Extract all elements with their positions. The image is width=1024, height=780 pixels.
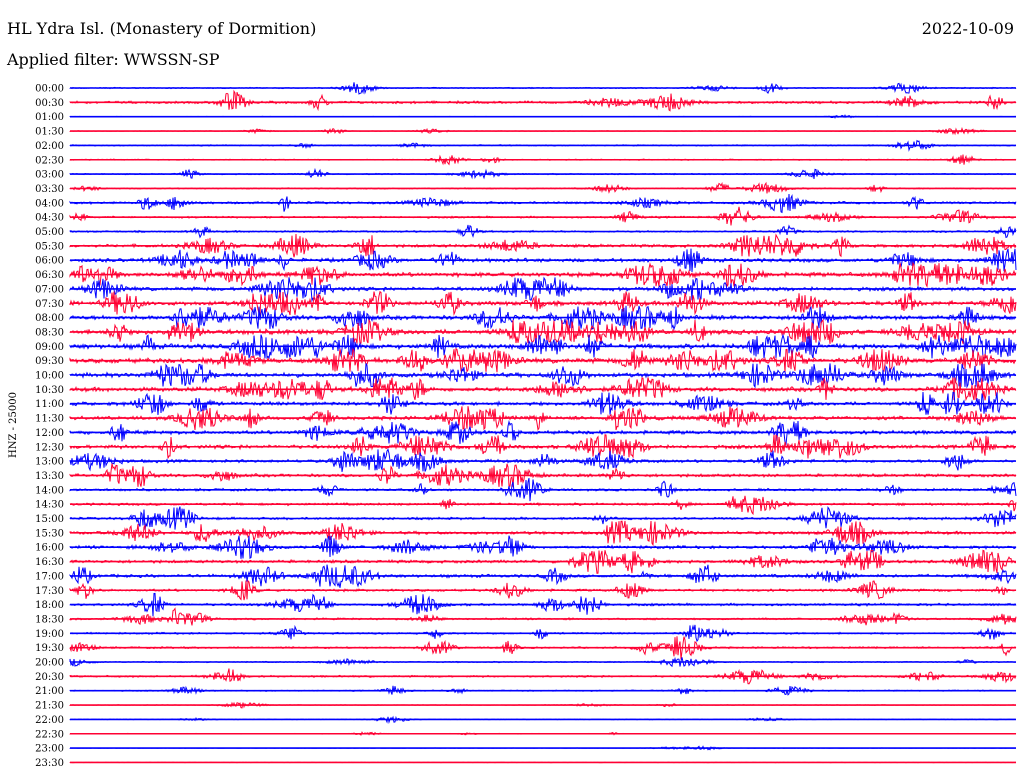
time-tick-label: 22:00: [35, 715, 64, 726]
time-tick-label: 15:00: [35, 514, 64, 525]
time-tick-label: 23:30: [35, 758, 64, 769]
date-label: 2022-10-09: [921, 19, 1014, 38]
time-tick-label: 06:30: [35, 270, 64, 281]
time-tick-label: 07:30: [35, 299, 64, 310]
y-axis-label-group: HNZ - 25000: [8, 392, 19, 458]
time-tick-label: 16:00: [35, 543, 64, 554]
time-tick-label: 04:00: [35, 198, 64, 209]
seismic-trace-row: [69, 89, 1017, 112]
time-tick-label: 09:30: [35, 356, 64, 367]
time-tick-label: 14:00: [35, 485, 64, 496]
time-tick-label: 03:00: [35, 170, 64, 181]
time-tick-label: 08:00: [35, 313, 64, 324]
time-tick-label: 02:00: [35, 141, 64, 152]
seismic-trace-row: [69, 347, 1017, 373]
time-tick-label: 06:00: [35, 256, 64, 267]
time-tick-label: 07:00: [35, 284, 64, 295]
time-tick-label: 14:30: [35, 500, 64, 511]
time-tick-label: 00:00: [35, 84, 64, 95]
time-tick-label: 13:00: [35, 457, 64, 468]
time-tick-label: 05:30: [35, 241, 64, 252]
time-tick-label: 12:30: [35, 442, 64, 453]
time-tick-label: 19:30: [35, 643, 64, 654]
time-tick-label: 02:30: [35, 155, 64, 166]
time-tick-label: 10:30: [35, 385, 64, 396]
time-tick-label: 21:30: [35, 701, 64, 712]
time-tick-label: 19:00: [35, 629, 64, 640]
time-tick-label: 20:30: [35, 672, 64, 683]
time-tick-labels: 00:00 00:30 01:00 01:30 02:00 02:30 03:00 03:30…: [35, 84, 64, 769]
time-tick-label: 23:00: [35, 744, 64, 755]
time-tick-label: 15:30: [35, 528, 64, 539]
station-title: HL Ydra Isl. (Monastery of Dormition): [7, 19, 317, 38]
time-tick-label: 17:00: [35, 571, 64, 582]
time-tick-label: 09:00: [35, 342, 64, 353]
seismic-traces: [69, 82, 1017, 764]
time-tick-label: 12:00: [35, 428, 64, 439]
time-tick-label: 13:30: [35, 471, 64, 482]
filter-label: Applied filter: WWSSN-SP: [7, 50, 220, 69]
time-tick-label: 22:30: [35, 729, 64, 740]
time-tick-label: 10:00: [35, 371, 64, 382]
time-tick-label: 11:30: [35, 414, 64, 425]
y-axis-label: HNZ - 25000: [8, 392, 19, 458]
time-tick-label: 17:30: [35, 586, 64, 597]
time-tick-label: 01:00: [35, 112, 64, 123]
time-tick-label: 00:30: [35, 98, 64, 109]
time-tick-label: 03:30: [35, 184, 64, 195]
time-tick-label: 21:00: [35, 686, 64, 697]
time-tick-label: 04:30: [35, 213, 64, 224]
time-tick-label: 18:00: [35, 600, 64, 611]
time-tick-label: 11:00: [35, 399, 64, 410]
time-tick-label: 08:30: [35, 327, 64, 338]
seismic-trace-row: [69, 318, 1017, 345]
seismic-trace-row: [69, 206, 1017, 226]
time-tick-label: 20:00: [35, 658, 64, 669]
seismic-trace-row: [69, 607, 1017, 626]
time-tick-label: 05:00: [35, 227, 64, 238]
time-tick-label: 01:30: [35, 127, 64, 138]
seismic-trace-row: [69, 463, 1017, 487]
seismic-trace-row: [69, 363, 1017, 389]
time-tick-label: 16:30: [35, 557, 64, 568]
time-tick-label: 18:30: [35, 614, 64, 625]
